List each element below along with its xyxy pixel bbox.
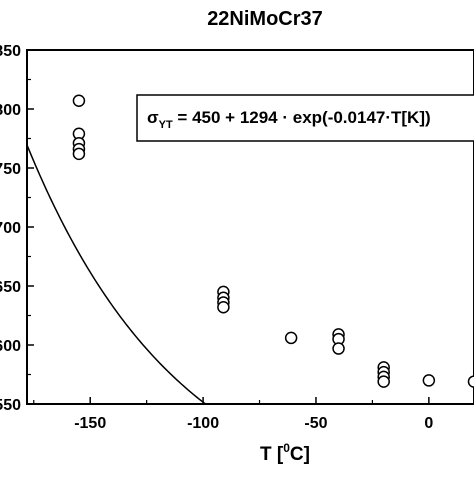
y-tick-label: 750 (0, 161, 21, 178)
data-point (73, 95, 84, 106)
data-point (218, 302, 229, 313)
chart-title: 22NiMoCr37 (207, 8, 323, 30)
y-tick-label: 850 (0, 43, 21, 60)
y-tick-label: 700 (0, 220, 21, 237)
x-axis-label-main: T [ (260, 444, 284, 465)
equation-rest: = 450 + 1294 · exp(-0.0147·T[K]) (173, 108, 431, 127)
data-point (333, 343, 344, 354)
x-axis-label-suffix: C] (290, 444, 310, 465)
equation-sigma: σ (147, 108, 159, 127)
data-point (73, 148, 84, 159)
data-point (378, 376, 389, 387)
x-tick-label: -50 (304, 415, 327, 432)
x-tick-label: 0 (424, 415, 433, 432)
y-tick-label: 550 (0, 397, 21, 414)
data-point (469, 376, 474, 387)
x-tick-label: -100 (187, 415, 219, 432)
x-axis-ticks: -150 -100 -50 0 (34, 397, 434, 432)
equation-subscript: YT (159, 119, 173, 131)
y-tick-label: 800 (0, 102, 21, 119)
fit-curve (27, 145, 474, 404)
y-tick-label: 600 (0, 338, 21, 355)
data-point (423, 375, 434, 386)
x-tick-label: -150 (74, 415, 106, 432)
y-tick-label: 650 (0, 279, 21, 296)
y-axis-ticks: 550 600 650 700 750 800 850 (0, 43, 34, 414)
x-axis-label: T [0C] (260, 441, 310, 465)
equation-annotation: σYT = 450 + 1294 · exp(-0.0147·T[K]) (137, 95, 474, 141)
data-point (286, 332, 297, 343)
